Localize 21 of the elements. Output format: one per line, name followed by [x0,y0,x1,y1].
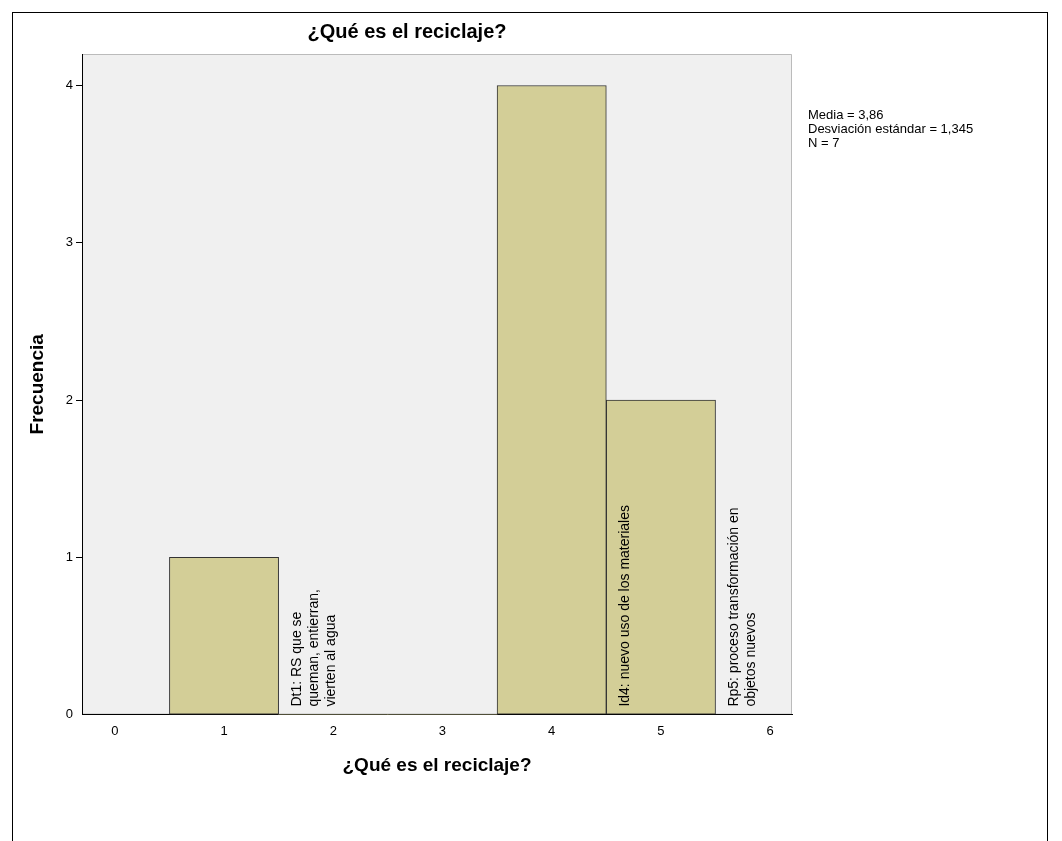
x-tick-label: 3 [438,722,447,738]
y-tick-label: 0 [65,706,74,722]
text: N = 7 [808,135,841,150]
x-tick-label: 5 [657,722,665,738]
x-tick-label: 1 [220,722,228,738]
annotation: Rp5: proceso transformación en objetos nuevos [725,507,759,707]
chart-title: ¿Qué es el reciclaje? [307,19,507,42]
x-tick-label: 0 [111,722,119,738]
text: Desviación estándar = 1,345 [808,121,974,136]
annotation: Id4: nuevo uso de los materiales [616,505,633,707]
x-tick-label: 6 [766,722,774,738]
y-axis-title: Frecuencia [25,333,47,435]
x-tick-label: 4 [548,722,556,738]
y-tick-label: 3 [65,234,74,250]
y-tick-label: 2 [65,391,74,407]
y-tick-label: 4 [65,77,74,93]
x-axis-title: ¿Qué es el reciclaje? [342,753,532,775]
x-tick-label: 2 [329,722,337,738]
text: Media = 3,86 [808,107,885,122]
y-tick-label: 1 [65,548,74,564]
annotation: Dt1: RS que se queman, entierran, vierten al agua [288,589,339,707]
